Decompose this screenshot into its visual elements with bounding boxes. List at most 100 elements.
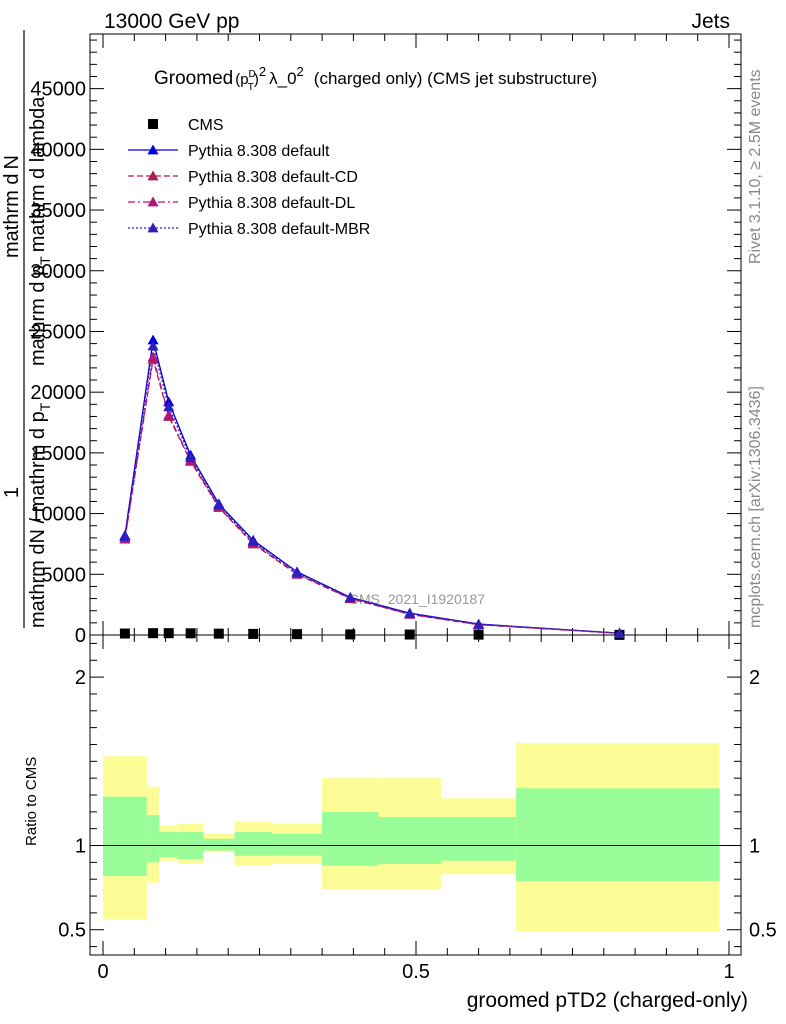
data-point-0-6: [292, 629, 303, 640]
header-jets-label: Jets: [691, 10, 730, 33]
legend-marker-2: [147, 170, 159, 181]
x-tick-label-0: 0: [97, 961, 108, 983]
legend-marker-1: [147, 144, 159, 155]
mc-point-3-2: [163, 409, 175, 420]
x-tick-label-2: 1: [723, 961, 734, 983]
data-point-0-8: [404, 629, 415, 640]
series-points: [119, 334, 625, 640]
legend-label-1: Pythia 8.308 default: [188, 143, 330, 160]
data-point-0-1: [148, 628, 159, 639]
main-y-tick-label-9: 45000: [30, 79, 86, 101]
data-point-0-0: [119, 628, 130, 639]
ratio-y-tick-label-left-1: 1: [75, 836, 86, 858]
mc-point-4-1: [147, 340, 159, 351]
ratio-band-green-2: [159, 832, 179, 858]
ylabel-line2-a: mathrm d: [1, 174, 23, 258]
main-y-axis-label: 1 mathrm dN / mathrm d pT mathrm dN math…: [1, 30, 53, 628]
series-line-1: [124, 339, 620, 634]
main-y-tick-label-8: 40000: [30, 139, 86, 161]
ratio-band-green-4: [203, 838, 235, 851]
mc-point-4-9: [473, 618, 485, 629]
ratio-band-green-9: [441, 816, 517, 861]
chart-title: Groomed (pD T)2 λ_02 (charged only) (CMS jet…: [154, 64, 597, 93]
main-y-tick-label-1: 5000: [42, 564, 87, 586]
ylabel-numerator: 1: [1, 487, 23, 498]
legend-label-0: CMS: [188, 117, 224, 134]
mc-point-4-8: [404, 607, 416, 618]
ratio-band-green-8: [378, 816, 442, 865]
mc-point-3-1: [147, 351, 159, 362]
axis-tick-labels: 0 5000 10000 15000 20000 25000 30000 35000 40000…: [30, 79, 776, 983]
title-prefix: Groomed: [154, 68, 233, 89]
ylabel-denominator-sub: T: [37, 402, 53, 411]
x-axis-label: groomed pTD2 (charged-only): [467, 989, 748, 1012]
ratio-bands: [103, 742, 720, 932]
legend-marker-4: [147, 222, 159, 233]
ylabel-line3-sub: T: [37, 256, 53, 265]
title-sup-d: D: [249, 69, 256, 80]
ylabel-line3-a: mathrm d p: [27, 265, 49, 366]
main-y-tick-label-5: 25000: [30, 321, 86, 343]
mc-point-4-10: [613, 627, 625, 638]
ylabel-denominator-text: mathrm dN / mathrm d p: [27, 411, 49, 628]
main-y-tick-label-3: 15000: [30, 443, 86, 465]
data-point-0-2: [163, 628, 174, 639]
mc-point-4-7: [344, 592, 356, 603]
ratio-y-tick-label-left-0: 0.5: [58, 920, 86, 942]
title-paren-close: ): [254, 71, 259, 88]
mc-point-4-4: [213, 499, 225, 510]
ratio-band-green-1: [146, 815, 160, 863]
legend-label-2: Pythia 8.308 default-CD: [188, 169, 358, 186]
data-point-0-4: [213, 628, 224, 639]
mc-point-4-6: [291, 566, 303, 577]
ratio-band-green-6: [272, 833, 323, 856]
legend-marker-0: [148, 119, 158, 129]
ratio-band-green-10: [516, 788, 720, 881]
main-y-tick-label-2: 10000: [30, 504, 86, 526]
ratio-y-axis-label: Ratio to CMS: [23, 757, 40, 846]
title-sub-t: T: [248, 82, 254, 93]
data-point-0-7: [345, 629, 356, 640]
mc-point-4-2: [163, 401, 175, 412]
header-energy-label: 13000 GeV pp: [104, 10, 239, 33]
legend-label-4: Pythia 8.308 default-MBR: [188, 221, 370, 238]
axis-ticks: [90, 34, 741, 955]
main-y-tick-label-7: 35000: [30, 200, 86, 222]
title-paren-open: (: [235, 71, 240, 88]
ratio-band-green-7: [322, 811, 379, 866]
ylabel-denominator: mathrm dN / mathrm d pT: [27, 402, 53, 628]
main-y-tick-label-4: 20000: [30, 382, 86, 404]
ylabel-line3: mathrm d pTmathrm d lambda: [27, 96, 53, 366]
ylabel-line3-b: mathrm d lambda: [27, 96, 49, 252]
title-suffix: (charged only) (CMS jet substructure): [314, 69, 597, 88]
data-point-0-5: [248, 628, 259, 639]
ylabel-line2: mathrm d N: [1, 155, 23, 258]
mc-point-1-1: [147, 334, 159, 345]
ratio-y-tick-label-left-2: 2: [75, 667, 86, 689]
mc-point-4-5: [247, 536, 259, 546]
rivet-version-label: Rivet 3.1.10, ≥ 2.5M events: [747, 69, 764, 264]
series-lines: [124, 339, 620, 634]
title-p: p: [240, 71, 248, 88]
ratio-y-tick-label-right-2: 2: [749, 667, 760, 689]
ratio-y-tick-label-right-0: 0.5: [749, 920, 777, 942]
ylabel-line2-b: N: [1, 155, 23, 169]
title-lambda: λ_0: [269, 69, 296, 88]
legend-marker-3: [147, 196, 159, 207]
analysis-watermark: CMS_2021_I1920187: [349, 591, 485, 607]
mcplots-label: mcplots.cern.ch [arXiv:1306.3436]: [747, 386, 764, 628]
main-y-tick-label-6: 30000: [30, 261, 86, 283]
legend: CMS Pythia 8.308 default Pythia 8.308 defa…: [128, 117, 370, 238]
ratio-band-green-5: [234, 832, 273, 856]
mc-point-4-0: [119, 531, 131, 542]
ratio-y-tick-label-right-1: 1: [749, 836, 760, 858]
data-point-0-3: [185, 628, 196, 639]
ratio-band-green-0: [103, 796, 147, 876]
title-sq: 2: [259, 64, 266, 79]
mc-point-4-3: [185, 452, 197, 463]
data-point-0-9: [473, 629, 484, 640]
title-lambda-exp: 2: [297, 64, 304, 79]
main-y-tick-label-0: 0: [75, 625, 86, 647]
legend-label-3: Pythia 8.308 default-DL: [188, 195, 355, 212]
